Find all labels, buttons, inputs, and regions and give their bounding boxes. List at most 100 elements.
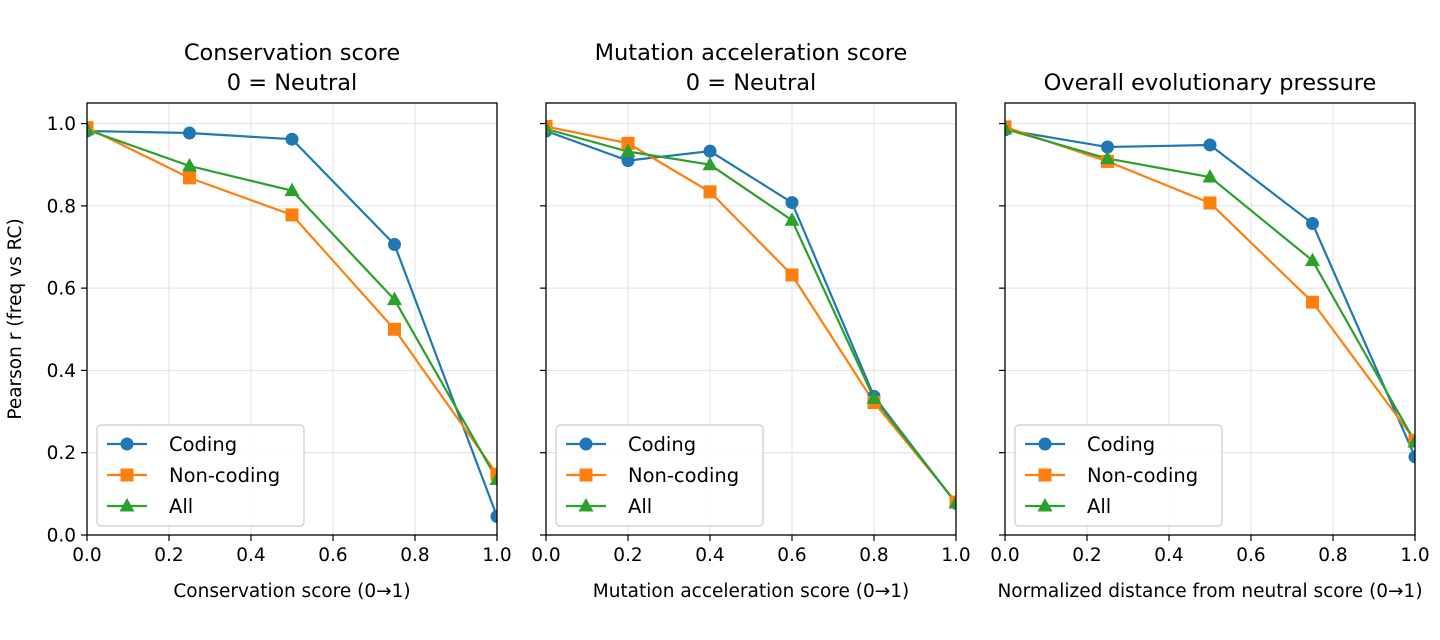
legend-marker	[1038, 437, 1052, 451]
legend-marker	[120, 437, 134, 451]
x-tick-label: 0.4	[1154, 545, 1183, 566]
data-point-coding	[388, 238, 401, 252]
data-point-all	[1100, 150, 1115, 165]
data-point-all	[284, 182, 300, 197]
chart-title: Mutation acceleration score	[595, 40, 908, 66]
legend: Coding Non-coding All	[555, 424, 764, 527]
axes-frame	[86, 102, 498, 536]
y-tick-label: 1.0	[47, 114, 76, 135]
x-tick-label: 0.0	[531, 545, 560, 566]
data-point-all	[546, 120, 554, 135]
legend: Coding Non-coding All	[1014, 424, 1223, 527]
data-point-coding	[1101, 140, 1114, 154]
x-tick-label: 0.6	[777, 545, 806, 566]
x-tick-label: 0.2	[154, 545, 183, 566]
chart-title: 0 = Neutral	[227, 70, 358, 96]
data-point-all	[866, 390, 882, 404]
legend-marker	[579, 437, 593, 451]
x-tick-label: 0.0	[72, 545, 101, 566]
data-point-non-coding	[490, 467, 497, 481]
legend-box	[96, 424, 305, 527]
plot-area	[87, 121, 497, 523]
data-point-non-coding	[703, 185, 717, 199]
data-point-coding	[285, 132, 299, 146]
legend-label: Coding	[1087, 433, 1155, 456]
legend-label: Non-coding	[169, 464, 280, 487]
axes-frame	[545, 102, 957, 536]
x-tick-label: 1.0	[482, 545, 511, 566]
series-line-all	[546, 127, 956, 504]
legend-box	[1014, 424, 1223, 527]
chart-title: 0 = Neutral	[686, 70, 817, 96]
x-tick-label: 0.2	[1072, 545, 1101, 566]
data-point-all	[489, 471, 497, 485]
data-point-coding	[621, 154, 635, 168]
x-tick-label: 1.0	[941, 545, 970, 566]
data-point-all	[87, 121, 95, 136]
x-tick-label: 0.0	[990, 545, 1019, 566]
x-tick-label: 0.8	[859, 545, 888, 566]
chart-panel-1: 0.0 0.2 0.4 0.6 0.8 1.0 0.0 0.2 0.4 0.6 0.8 1.0 Cons…	[5, 40, 512, 602]
x-tick-label: 0.4	[236, 545, 265, 566]
data-point-all	[620, 143, 636, 158]
legend-label: All	[1087, 495, 1111, 518]
chart-title: Overall evolutionary pressure	[1044, 70, 1377, 96]
x-axis-label: Conservation score (0→1)	[173, 581, 410, 602]
chart-title: Conservation score	[184, 40, 400, 66]
plot-area	[1005, 120, 1415, 464]
data-point-non-coding	[785, 268, 799, 282]
data-point-non-coding	[1203, 196, 1217, 210]
plot-area	[546, 119, 956, 510]
legend-label: All	[169, 495, 193, 518]
data-point-coding	[703, 144, 717, 158]
legend-marker	[1038, 468, 1052, 482]
x-tick-label: 0.6	[318, 545, 347, 566]
legend-marker	[579, 468, 593, 482]
legend-label: Coding	[628, 433, 696, 456]
x-axis-label: Mutation acceleration score (0→1)	[593, 581, 910, 602]
x-tick-label: 0.8	[1318, 545, 1347, 566]
legend: Coding Non-coding All	[96, 424, 305, 527]
x-tick-label: 0.2	[613, 545, 642, 566]
x-tick-label: 0.4	[695, 545, 724, 566]
data-point-all	[1407, 434, 1415, 448]
data-point-non-coding	[1306, 295, 1319, 309]
legend-marker	[578, 498, 594, 512]
y-tick-label: 0.2	[47, 443, 76, 464]
legend-box	[555, 424, 764, 527]
y-tick-label: 0.6	[47, 279, 76, 300]
data-point-all	[182, 157, 197, 172]
y-tick-label: 0.0	[47, 526, 76, 547]
data-point-coding	[785, 196, 799, 210]
data-point-coding	[1408, 450, 1415, 464]
data-point-non-coding	[285, 208, 299, 222]
data-point-coding	[490, 509, 497, 523]
legend-label: Non-coding	[1087, 464, 1198, 487]
data-point-all	[1202, 169, 1218, 183]
x-tick-label: 0.6	[1236, 545, 1265, 566]
series-line-non-coding	[546, 125, 956, 503]
data-point-all	[784, 212, 800, 226]
data-point-all	[702, 156, 718, 171]
x-axis-label: Normalized distance from neutral score (…	[997, 581, 1422, 602]
y-tick-label: 0.8	[47, 196, 76, 217]
x-tick-label: 1.0	[1400, 545, 1429, 566]
x-tick-label: 0.8	[400, 545, 429, 566]
axes-frame	[1004, 102, 1416, 536]
legend-label: Non-coding	[628, 464, 739, 487]
legend-label: All	[628, 495, 652, 518]
data-point-coding	[1203, 138, 1217, 152]
chart-panel-3: 0.0 0.2 0.4 0.6 0.8 1.0 Overall evolutionary p…	[990, 70, 1429, 602]
data-point-non-coding	[621, 136, 635, 150]
y-tick-label: 0.4	[47, 361, 76, 382]
data-point-all	[1305, 252, 1320, 267]
data-point-non-coding	[183, 171, 196, 185]
data-point-all	[948, 494, 956, 509]
data-point-coding	[1306, 217, 1319, 231]
legend-marker	[1037, 498, 1053, 512]
data-point-all	[1005, 120, 1013, 135]
data-point-all	[387, 291, 402, 306]
data-point-non-coding	[388, 322, 401, 336]
series-line-non-coding	[87, 126, 497, 475]
